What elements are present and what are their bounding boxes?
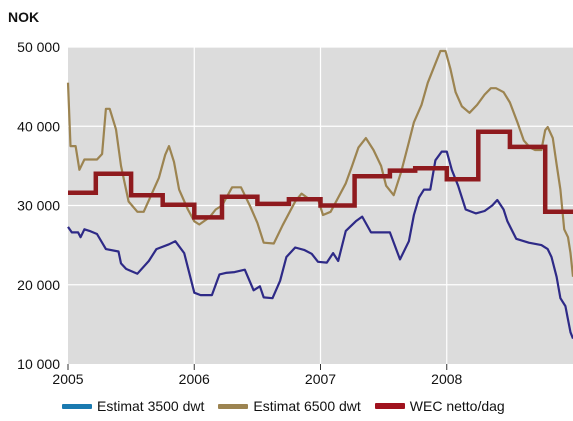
y-tick-label: 50 000	[17, 39, 60, 55]
y-tick-label: 30 000	[17, 198, 60, 214]
legend-label-estimat-6500: Estimat 6500 dwt	[253, 398, 361, 414]
series-line-1	[67, 150, 573, 340]
series-line-2	[66, 49, 573, 277]
y-tick-label: 40 000	[17, 118, 60, 134]
x-tick-label: 2008	[431, 371, 462, 387]
x-tick-label: 2005	[52, 371, 83, 387]
legend-label-estimat-3500: Estimat 3500 dwt	[97, 398, 205, 414]
x-tick-label: 2007	[305, 371, 336, 387]
y-tick-label: 10 000	[17, 356, 60, 372]
axis-ticks: 10 000 20 000 30 000 40 000 50 000 2005 2006 20…	[17, 39, 462, 387]
series-lines	[66, 49, 573, 340]
y-axis-unit-label: NOK	[8, 9, 39, 25]
x-tick-label: 2006	[179, 371, 210, 387]
y-tick-label: 20 000	[17, 277, 60, 293]
legend-label-wec-netto: WEC netto/dag	[409, 398, 505, 414]
legend-swatch-wec-netto	[374, 403, 405, 409]
legend-item-estimat-3500: Estimat 3500 dwt	[62, 398, 204, 414]
legend-swatch-estimat-6500	[218, 403, 249, 409]
legend-item-wec-netto: WEC netto/dag	[374, 398, 505, 414]
chart-legend: Estimat 3500 dwt Estimat 6500 dwt WEC ne…	[62, 398, 573, 414]
legend-item-estimat-6500: Estimat 6500 dwt	[218, 398, 361, 414]
legend-swatch-estimat-3500	[62, 403, 92, 409]
series-line-3	[68, 129, 573, 220]
